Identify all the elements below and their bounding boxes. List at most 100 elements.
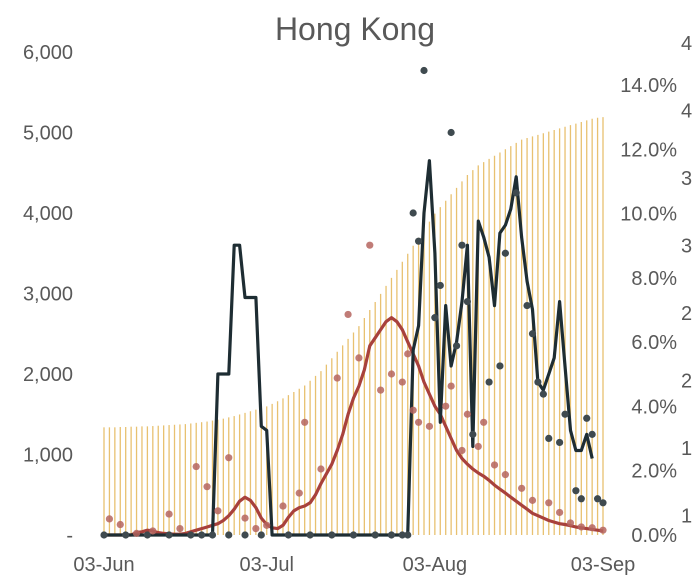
red-dot <box>458 446 466 455</box>
right-tick-label: 6.0% <box>631 332 677 354</box>
red-dot <box>501 471 509 479</box>
dark-dot <box>404 531 412 539</box>
red-dot <box>556 508 564 517</box>
dark-dot <box>414 237 423 245</box>
red-dot <box>588 524 596 532</box>
dark-dot <box>572 487 580 495</box>
left-tick-label: - <box>66 525 73 547</box>
right-tick-label: 14.0% <box>620 75 677 97</box>
red-dot <box>545 499 553 507</box>
red-dot <box>518 484 526 492</box>
dark-dot <box>371 531 379 539</box>
far-right-tick-label: 1 <box>681 506 692 528</box>
far-right-tick-label: 1 <box>681 438 692 460</box>
red-dot <box>404 350 412 358</box>
red-dot <box>463 410 472 418</box>
red-dot <box>387 370 396 378</box>
dark-dot <box>143 531 151 539</box>
x-tick-label: 03-Jul <box>239 554 293 576</box>
dark-dot <box>436 281 444 290</box>
dark-dot <box>512 189 520 197</box>
far-right-tick-label: 4 <box>681 101 692 123</box>
dots-layer <box>100 66 607 539</box>
dark-dot <box>577 495 585 503</box>
red-dot <box>528 496 537 504</box>
far-right-tick-label: 2 <box>681 303 692 325</box>
red-dot <box>225 454 233 462</box>
red-dot <box>279 502 287 510</box>
right-tick-label: 0.0% <box>631 525 677 547</box>
dark-dot <box>420 66 428 75</box>
right-tick-label: 2.0% <box>631 461 677 483</box>
dark-dot <box>545 434 553 442</box>
right-tick-label: 4.0% <box>631 396 677 418</box>
x-axis: 03-Jun 03-Jul 03-Aug 03-Sep <box>73 554 635 576</box>
red-dot <box>566 519 575 527</box>
red-dot <box>490 461 499 469</box>
dark-dot <box>187 531 195 539</box>
dark-dot <box>225 531 233 539</box>
red-dot <box>442 402 450 410</box>
red-dot <box>203 483 211 491</box>
red-dot <box>317 465 325 473</box>
red-dot <box>241 514 249 522</box>
red-dot <box>409 406 417 414</box>
right-axis: 0.0% 2.0% 4.0% 6.0% 8.0% 10.0% 12.0% 14.0% <box>620 75 677 547</box>
x-tick-label: 03-Jun <box>73 554 134 576</box>
dark-dot <box>257 531 265 539</box>
dark-dot <box>501 249 509 257</box>
dark-dot <box>539 390 547 398</box>
red-dot <box>474 442 482 451</box>
red-dot <box>149 527 157 535</box>
dark-dot <box>534 378 542 386</box>
red-dot <box>295 489 303 497</box>
dark-dot <box>458 241 466 249</box>
left-tick-label: 1,000 <box>23 445 73 467</box>
left-tick-label: 6,000 <box>23 42 73 64</box>
red-dot <box>263 521 271 529</box>
dark-dot <box>284 531 293 539</box>
dark-dot <box>349 531 358 539</box>
red-dot <box>333 374 341 382</box>
far-right-tick-label: 3 <box>681 168 692 190</box>
dark-dot <box>523 301 531 310</box>
red-dot <box>447 382 455 390</box>
dark-dot <box>469 430 477 438</box>
red-dot <box>377 386 385 394</box>
red-dot <box>176 524 184 533</box>
chart-title: Hong Kong <box>275 11 435 47</box>
dark-dot <box>409 209 417 217</box>
right-tick-label: 12.0% <box>620 139 677 161</box>
red-dot <box>344 310 352 319</box>
red-dot <box>577 523 585 531</box>
dark-dot <box>241 531 249 539</box>
red-series-line <box>104 316 604 537</box>
dark-dot <box>588 430 596 438</box>
red-dot <box>398 378 406 386</box>
dark-dot <box>528 330 537 338</box>
dark-dot <box>599 499 607 507</box>
red-dot <box>165 510 173 518</box>
left-axis: - 1,000 2,000 3,000 4,000 5,000 6,000 <box>23 42 73 547</box>
dark-dot <box>583 414 591 422</box>
far-right-tick-label: 3 <box>681 236 692 258</box>
dark-series-line <box>104 159 594 537</box>
dark-dot <box>328 531 336 539</box>
dark-dot <box>452 342 461 350</box>
red-dot <box>214 507 222 515</box>
red-dot <box>355 354 363 362</box>
right-tick-label: 8.0% <box>631 268 677 290</box>
red-dot <box>366 241 374 249</box>
dark-dot <box>485 378 493 386</box>
dark-dot <box>593 495 602 503</box>
x-tick-label: 03-Sep <box>571 554 636 576</box>
dark-dot <box>431 314 439 322</box>
red-dot <box>414 418 423 426</box>
dark-dot <box>122 531 130 539</box>
red-dot <box>425 422 434 430</box>
dark-dot <box>496 362 504 370</box>
dark-dot <box>398 531 406 539</box>
red-dot <box>132 529 141 537</box>
